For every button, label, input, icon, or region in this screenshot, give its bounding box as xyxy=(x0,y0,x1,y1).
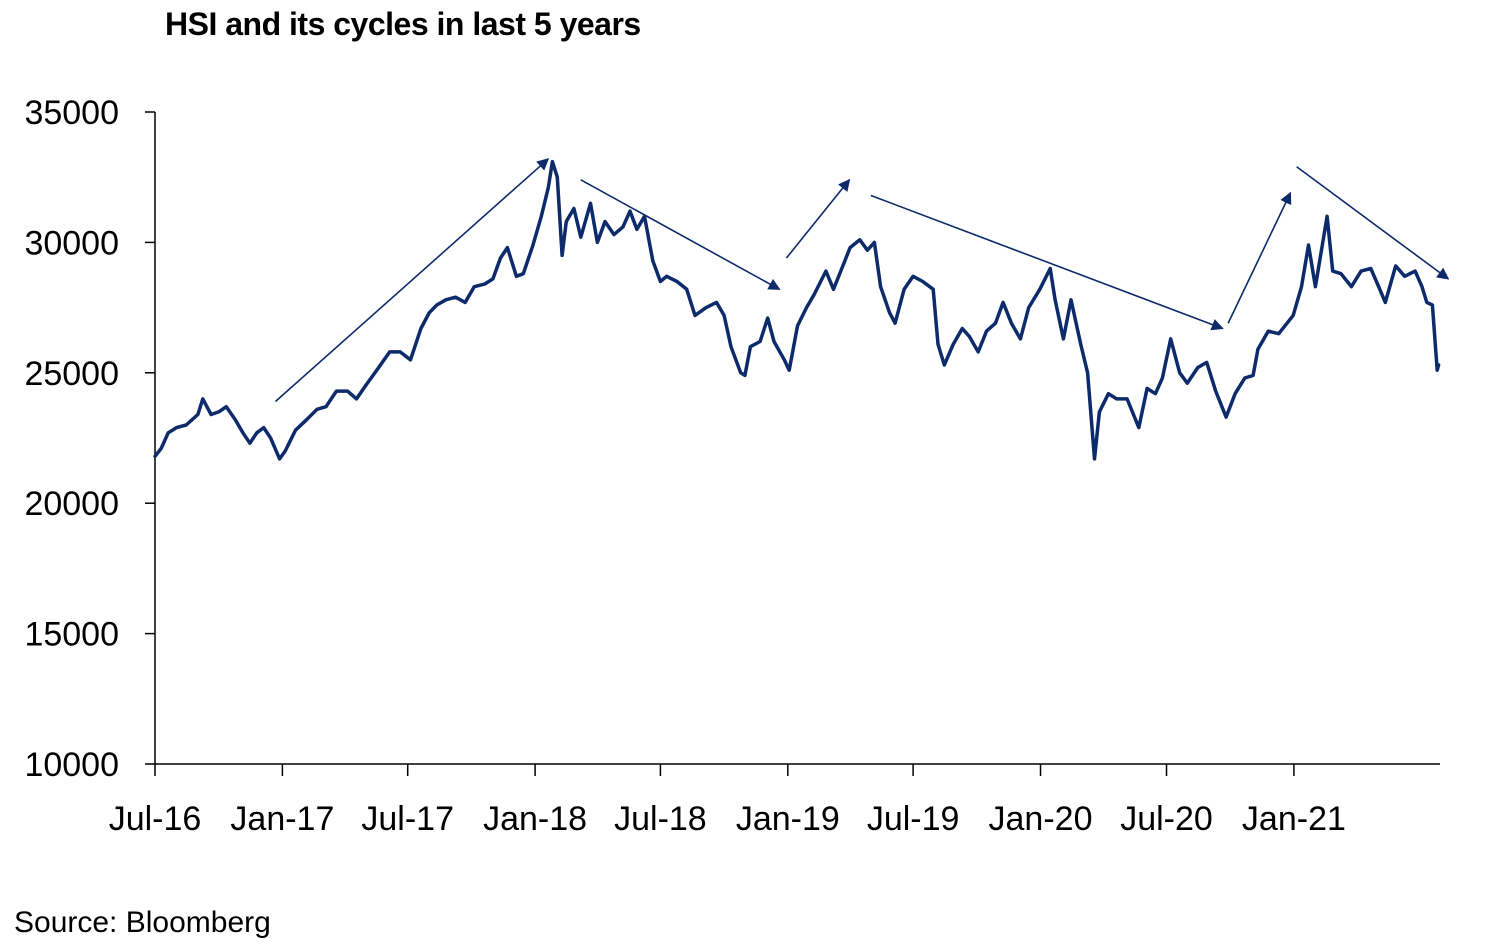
annotation-layer xyxy=(274,158,1450,403)
x-tick-label: Jan-17 xyxy=(230,800,334,838)
source-note: Source: Bloomberg xyxy=(14,906,271,939)
y-tick-label: 30000 xyxy=(24,224,119,262)
trend-arrow xyxy=(785,178,851,259)
x-tick-label: Jul-17 xyxy=(361,800,454,838)
x-tick-label: Jan-20 xyxy=(989,800,1093,838)
trend-arrow xyxy=(1296,166,1450,280)
x-tick-label: Jan-19 xyxy=(736,800,840,838)
x-tick-label: Jul-20 xyxy=(1120,800,1213,838)
x-axis-ticks: Jul-16 Jan-17 Jul-17 Jan-18 Jul-18 Jan-19 Jul-… xyxy=(109,764,1346,838)
x-tick-label: Jan-18 xyxy=(483,800,587,838)
trend-arrow xyxy=(580,179,781,291)
series-layer xyxy=(153,159,1441,461)
x-tick-label: Jan-21 xyxy=(1242,800,1346,838)
trend-arrow xyxy=(274,158,550,403)
y-tick-label: 10000 xyxy=(24,746,119,784)
trend-arrow xyxy=(870,194,1224,331)
y-axis-ticks: 35000 30000 25000 20000 15000 10000 xyxy=(24,94,155,784)
y-tick-label: 15000 xyxy=(24,616,119,654)
x-tick-label: Jul-18 xyxy=(614,800,707,838)
chart-title: HSI and its cycles in last 5 years xyxy=(165,6,641,42)
axes xyxy=(154,112,1440,765)
y-tick-label: 25000 xyxy=(24,355,119,393)
x-tick-label: Jul-19 xyxy=(867,800,960,838)
y-tick-label: 35000 xyxy=(24,94,119,132)
trend-arrow xyxy=(1227,191,1292,324)
series-line xyxy=(153,159,1441,461)
x-tick-label: Jul-16 xyxy=(109,800,202,838)
y-tick-label: 20000 xyxy=(24,485,119,523)
